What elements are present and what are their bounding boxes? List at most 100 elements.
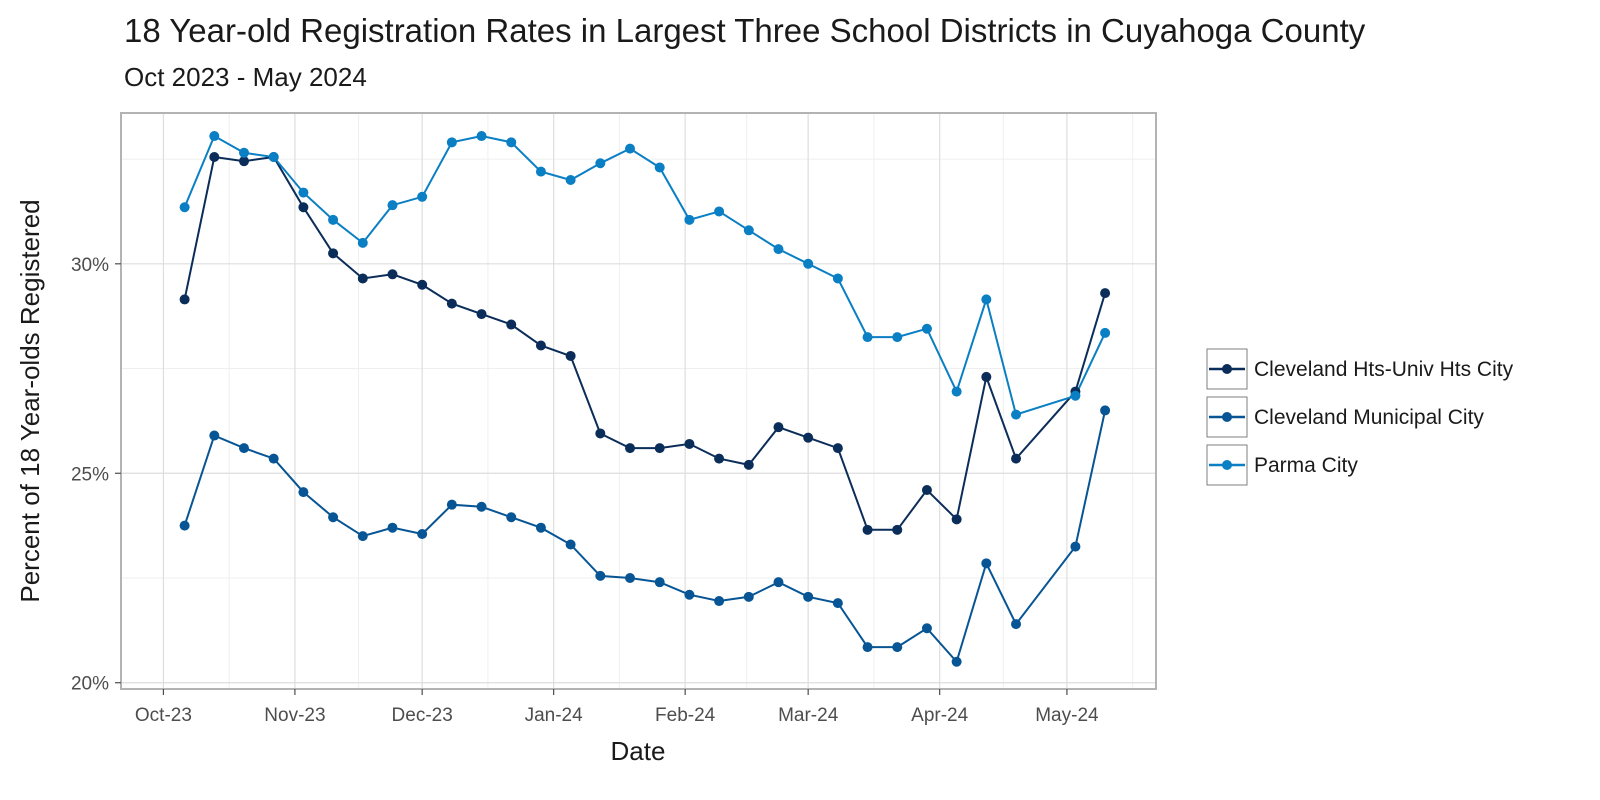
data-point-cleveland-municipal-city	[832, 598, 843, 609]
data-point-parma-city	[357, 237, 368, 248]
data-point-parma-city	[417, 191, 428, 202]
minor-gridlines	[121, 113, 1156, 689]
legend-label: Cleveland Hts-Univ Hts City	[1254, 358, 1514, 381]
data-point-parma-city	[209, 131, 220, 142]
data-point-cleveland-municipal-city	[892, 642, 903, 653]
data-point-cleveland-municipal-city	[981, 558, 992, 569]
x-tick-label: Apr-24	[911, 705, 968, 726]
data-point-cleveland-municipal-city	[387, 522, 398, 533]
data-point-parma-city	[506, 137, 517, 148]
data-point-parma-city	[832, 273, 843, 284]
legend-label: Parma City	[1254, 454, 1358, 477]
data-point-parma-city	[179, 202, 190, 213]
y-axis-ticks: 20% 25% 30%	[71, 255, 121, 695]
data-point-cleveland-hts-univ-hts-city	[714, 453, 725, 464]
data-point-cleveland-hts-univ-hts-city	[565, 350, 576, 361]
data-point-cleveland-municipal-city	[714, 596, 725, 607]
data-point-parma-city	[446, 137, 457, 148]
data-point-cleveland-municipal-city	[239, 443, 250, 454]
data-point-cleveland-municipal-city	[654, 577, 665, 588]
data-point-parma-city	[565, 175, 576, 186]
legend-item: Parma City	[1206, 444, 1358, 486]
data-point-cleveland-hts-univ-hts-city	[743, 459, 754, 470]
legend: Cleveland Hts-Univ Hts City Cleveland Mun…	[1206, 348, 1514, 486]
x-tick-label: Mar-24	[778, 705, 839, 726]
data-point-parma-city	[862, 332, 873, 343]
series-lines	[183, 134, 1107, 664]
data-point-parma-city	[654, 162, 665, 173]
data-point-cleveland-municipal-city	[298, 487, 309, 498]
data-point-cleveland-municipal-city	[921, 623, 932, 634]
legend-label: Cleveland Municipal City	[1254, 406, 1484, 429]
data-point-parma-city	[803, 258, 814, 269]
data-point-cleveland-hts-univ-hts-city	[239, 156, 250, 167]
data-point-cleveland-hts-univ-hts-city	[595, 428, 606, 439]
data-point-parma-city	[298, 187, 309, 198]
data-point-cleveland-municipal-city	[506, 512, 517, 523]
data-point-cleveland-municipal-city	[951, 656, 962, 667]
x-tick-label: Oct-23	[135, 705, 192, 726]
data-point-parma-city	[951, 386, 962, 397]
data-point-cleveland-municipal-city	[803, 591, 814, 602]
data-point-cleveland-hts-univ-hts-city	[1100, 288, 1111, 299]
x-tick-label: Dec-23	[392, 705, 453, 726]
data-point-cleveland-municipal-city	[268, 453, 279, 464]
data-point-cleveland-municipal-city	[565, 539, 576, 550]
y-tick-label: 25%	[71, 464, 109, 485]
data-point-cleveland-municipal-city	[417, 529, 428, 540]
legend-key-point	[1222, 460, 1232, 470]
y-tick-label: 20%	[71, 674, 109, 695]
data-point-cleveland-hts-univ-hts-city	[506, 319, 517, 330]
data-point-cleveland-hts-univ-hts-city	[773, 422, 784, 433]
data-point-cleveland-municipal-city	[862, 642, 873, 653]
y-axis-title: Percent of 18 Year-olds Registered	[15, 199, 45, 602]
y-tick-label: 30%	[71, 255, 109, 276]
data-point-cleveland-hts-univ-hts-city	[862, 524, 873, 535]
data-point-cleveland-hts-univ-hts-city	[387, 269, 398, 280]
data-point-parma-city	[1070, 390, 1081, 401]
data-point-cleveland-municipal-city	[1070, 541, 1081, 552]
data-point-cleveland-hts-univ-hts-city	[803, 432, 814, 443]
data-point-cleveland-hts-univ-hts-city	[446, 298, 457, 309]
data-point-parma-city	[239, 147, 250, 158]
data-point-parma-city	[714, 206, 725, 217]
data-point-cleveland-hts-univ-hts-city	[951, 514, 962, 525]
data-point-parma-city	[921, 323, 932, 334]
x-axis-title: Date	[611, 736, 666, 766]
data-point-parma-city	[387, 200, 398, 211]
data-point-cleveland-municipal-city	[595, 570, 606, 581]
data-point-parma-city	[1100, 327, 1111, 338]
data-point-cleveland-hts-univ-hts-city	[892, 524, 903, 535]
data-point-cleveland-municipal-city	[1100, 405, 1111, 416]
data-point-cleveland-hts-univ-hts-city	[654, 443, 665, 454]
chart-title: 18 Year-old Registration Rates in Larges…	[124, 12, 1366, 49]
data-point-parma-city	[535, 166, 546, 177]
data-point-cleveland-municipal-city	[684, 589, 695, 600]
x-tick-label: Nov-23	[264, 705, 325, 726]
data-point-cleveland-hts-univ-hts-city	[179, 294, 190, 305]
data-point-parma-city	[743, 225, 754, 236]
data-point-cleveland-municipal-city	[209, 430, 220, 441]
legend-item: Cleveland Hts-Univ Hts City	[1206, 348, 1514, 390]
data-point-cleveland-municipal-city	[328, 512, 339, 523]
x-axis-ticks: Oct-23 Nov-23 Dec-23 Jan-24 Feb-24 Mar-24 Apr-…	[135, 689, 1099, 726]
data-point-parma-city	[625, 143, 636, 154]
data-point-cleveland-municipal-city	[357, 531, 368, 542]
data-point-cleveland-hts-univ-hts-city	[298, 202, 309, 213]
data-point-parma-city	[328, 214, 339, 225]
data-point-parma-city	[892, 332, 903, 343]
data-point-parma-city	[981, 294, 992, 305]
series-points	[179, 131, 1111, 667]
data-point-parma-city	[684, 214, 695, 225]
data-point-cleveland-hts-univ-hts-city	[417, 279, 428, 290]
data-point-cleveland-hts-univ-hts-city	[832, 443, 843, 454]
series-line-parma-city	[183, 134, 1107, 416]
data-point-cleveland-hts-univ-hts-city	[328, 248, 339, 259]
data-point-cleveland-municipal-city	[179, 520, 190, 531]
data-point-cleveland-hts-univ-hts-city	[981, 371, 992, 382]
data-point-parma-city	[268, 151, 279, 162]
x-tick-label: May-24	[1035, 705, 1099, 726]
data-point-cleveland-municipal-city	[1011, 619, 1022, 630]
data-point-cleveland-hts-univ-hts-city	[1011, 453, 1022, 464]
